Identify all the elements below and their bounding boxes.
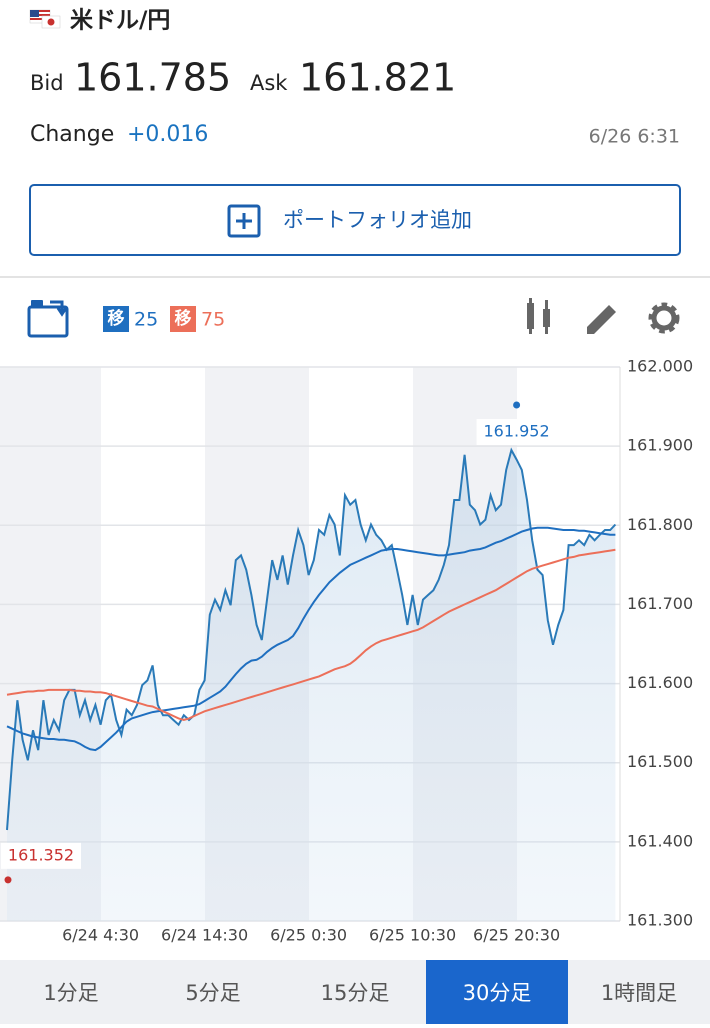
legend-label: 75 xyxy=(201,309,225,331)
extreme-point xyxy=(513,401,521,409)
y-tick-label: 161.900 xyxy=(627,436,693,455)
y-tick-label: 162.000 xyxy=(627,357,693,376)
ma-badge xyxy=(170,306,196,332)
x-tick-label: 6/24 4:30 xyxy=(62,926,139,945)
x-tick-label: 6/24 14:30 xyxy=(161,926,248,945)
portfolio-button[interactable]: ポートフォリオ追加 xyxy=(29,184,681,256)
bid-price: 161.785 xyxy=(74,56,231,100)
change-label: Change xyxy=(30,122,114,147)
annotation-label: 161.352 xyxy=(8,845,74,864)
y-tick-label: 161.800 xyxy=(627,515,693,534)
tab-label[interactable]: 1時間足 xyxy=(601,981,677,1005)
plot: 161.300 161.400 161.500 161.600 161.700 161.8… xyxy=(0,357,693,945)
chart-switch-icon[interactable] xyxy=(27,300,69,338)
flag xyxy=(29,9,61,29)
tab-bar xyxy=(0,960,710,1024)
settings-icon[interactable] xyxy=(648,302,680,334)
tab-label[interactable]: 30分足 xyxy=(463,981,532,1005)
extreme-point xyxy=(4,876,12,884)
price-area xyxy=(7,450,616,921)
annotation-label: 161.952 xyxy=(484,421,550,440)
tab-label[interactable]: 15分足 xyxy=(321,981,390,1005)
candle-icon[interactable] xyxy=(527,298,550,334)
currency-pair: 米ドル/円 xyxy=(70,8,170,34)
update-time: 6/26 6:31 xyxy=(589,126,680,148)
tab-selected[interactable] xyxy=(426,960,568,1024)
y-tick-label: 161.700 xyxy=(627,594,693,613)
legend-label: 25 xyxy=(134,309,158,331)
change-value: +0.016 xyxy=(127,122,208,147)
ma-line xyxy=(6,548,616,722)
ma-line xyxy=(6,526,616,752)
draw-icon[interactable] xyxy=(587,305,616,334)
y-tick-label: 161.600 xyxy=(627,673,693,692)
ma-badge-label: 移 xyxy=(108,308,125,329)
ma-badge xyxy=(103,306,129,332)
y-tick-label: 161.500 xyxy=(627,752,693,771)
x-tick-label: 6/25 20:30 xyxy=(473,926,560,945)
ma-badge-label: 移 xyxy=(175,308,192,329)
price-line xyxy=(6,447,617,831)
portfolio-button-label: ポートフォリオ追加 xyxy=(283,208,472,232)
x-tick-label: 6/25 10:30 xyxy=(369,926,456,945)
tab-label[interactable]: 5分足 xyxy=(185,981,240,1005)
annotation-box xyxy=(476,418,557,445)
ask-price: 161.821 xyxy=(299,56,456,100)
ask-label: Ask xyxy=(250,71,288,95)
tab-label[interactable]: 1分足 xyxy=(43,981,98,1005)
y-tick-label: 161.300 xyxy=(627,911,693,930)
tabs: 1分足 5分足 15分足 30分足 1時間足 xyxy=(43,960,677,1024)
annotation-box xyxy=(1,842,81,869)
y-tick-label: 161.400 xyxy=(627,831,693,850)
ma-legend: 移 25 移 75 xyxy=(103,306,225,332)
x-tick-label: 6/25 0:30 xyxy=(270,926,347,945)
bid-label: Bid xyxy=(30,71,64,95)
